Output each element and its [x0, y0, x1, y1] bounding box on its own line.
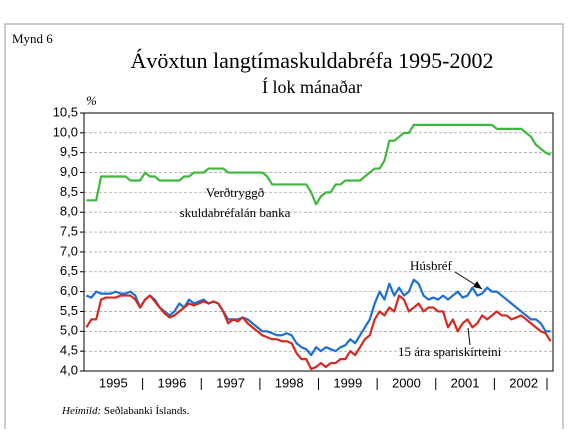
chart-subtitle: Í lok mánaðar	[262, 76, 362, 97]
x-tick-label: 1999	[333, 375, 362, 390]
label-pointer	[467, 327, 471, 346]
x-tick-label: 1996	[157, 375, 186, 390]
series-label: Húsbréf	[410, 258, 453, 273]
series-line	[85, 294, 552, 371]
series-label: 15 ára spariskírteini	[398, 344, 502, 359]
series-line	[86, 123, 551, 206]
x-tick-label: 2001	[451, 375, 480, 390]
plot-frame	[83, 112, 554, 372]
y-tick-label: 7,0	[60, 243, 78, 258]
y-unit: %	[86, 93, 97, 108]
source: Heimild: Seðlabanki Íslands.	[61, 405, 190, 417]
series-label-box: Verðtryggð skuldabréfalán banka	[179, 185, 291, 220]
x-tick-label: 1998	[275, 375, 304, 390]
y-tick-label: 4,0	[60, 362, 78, 377]
y-tick-label: 5,0	[60, 323, 78, 338]
y-tick-label: 8,0	[60, 204, 78, 219]
y-tick-label: 10,5	[53, 104, 78, 119]
y-tick-label: 4,5	[60, 343, 78, 358]
y-tick-label: 8,5	[60, 184, 78, 199]
x-tick-label: 1995	[99, 375, 128, 390]
frame	[4, 23, 564, 434]
y-tick-label: 6,0	[60, 283, 78, 298]
arrow-head	[473, 281, 482, 289]
y-tick-label: 9,0	[60, 164, 78, 179]
y-tick-label: 9,5	[60, 144, 78, 159]
y-tick-label: 6,5	[60, 263, 78, 278]
source-text: Seðlabanki Íslands.	[104, 405, 190, 417]
source-label: Heimild:	[61, 405, 101, 417]
x-tick-label: 2000	[392, 375, 421, 390]
figure-label: Mynd 6	[12, 31, 53, 46]
x-tick-label: 2002	[509, 375, 538, 390]
y-tick-label: 7,5	[60, 224, 78, 239]
x-tick-label: 1997	[216, 375, 245, 390]
chart-title: Ávöxtun langtímaskuldabréfa 1995-2002	[131, 48, 494, 73]
y-tick-label: 5,5	[60, 303, 78, 318]
y-tick-label: 10,0	[53, 124, 78, 139]
series-label: Verðtryggð skuldabréfalán banka	[179, 185, 291, 220]
